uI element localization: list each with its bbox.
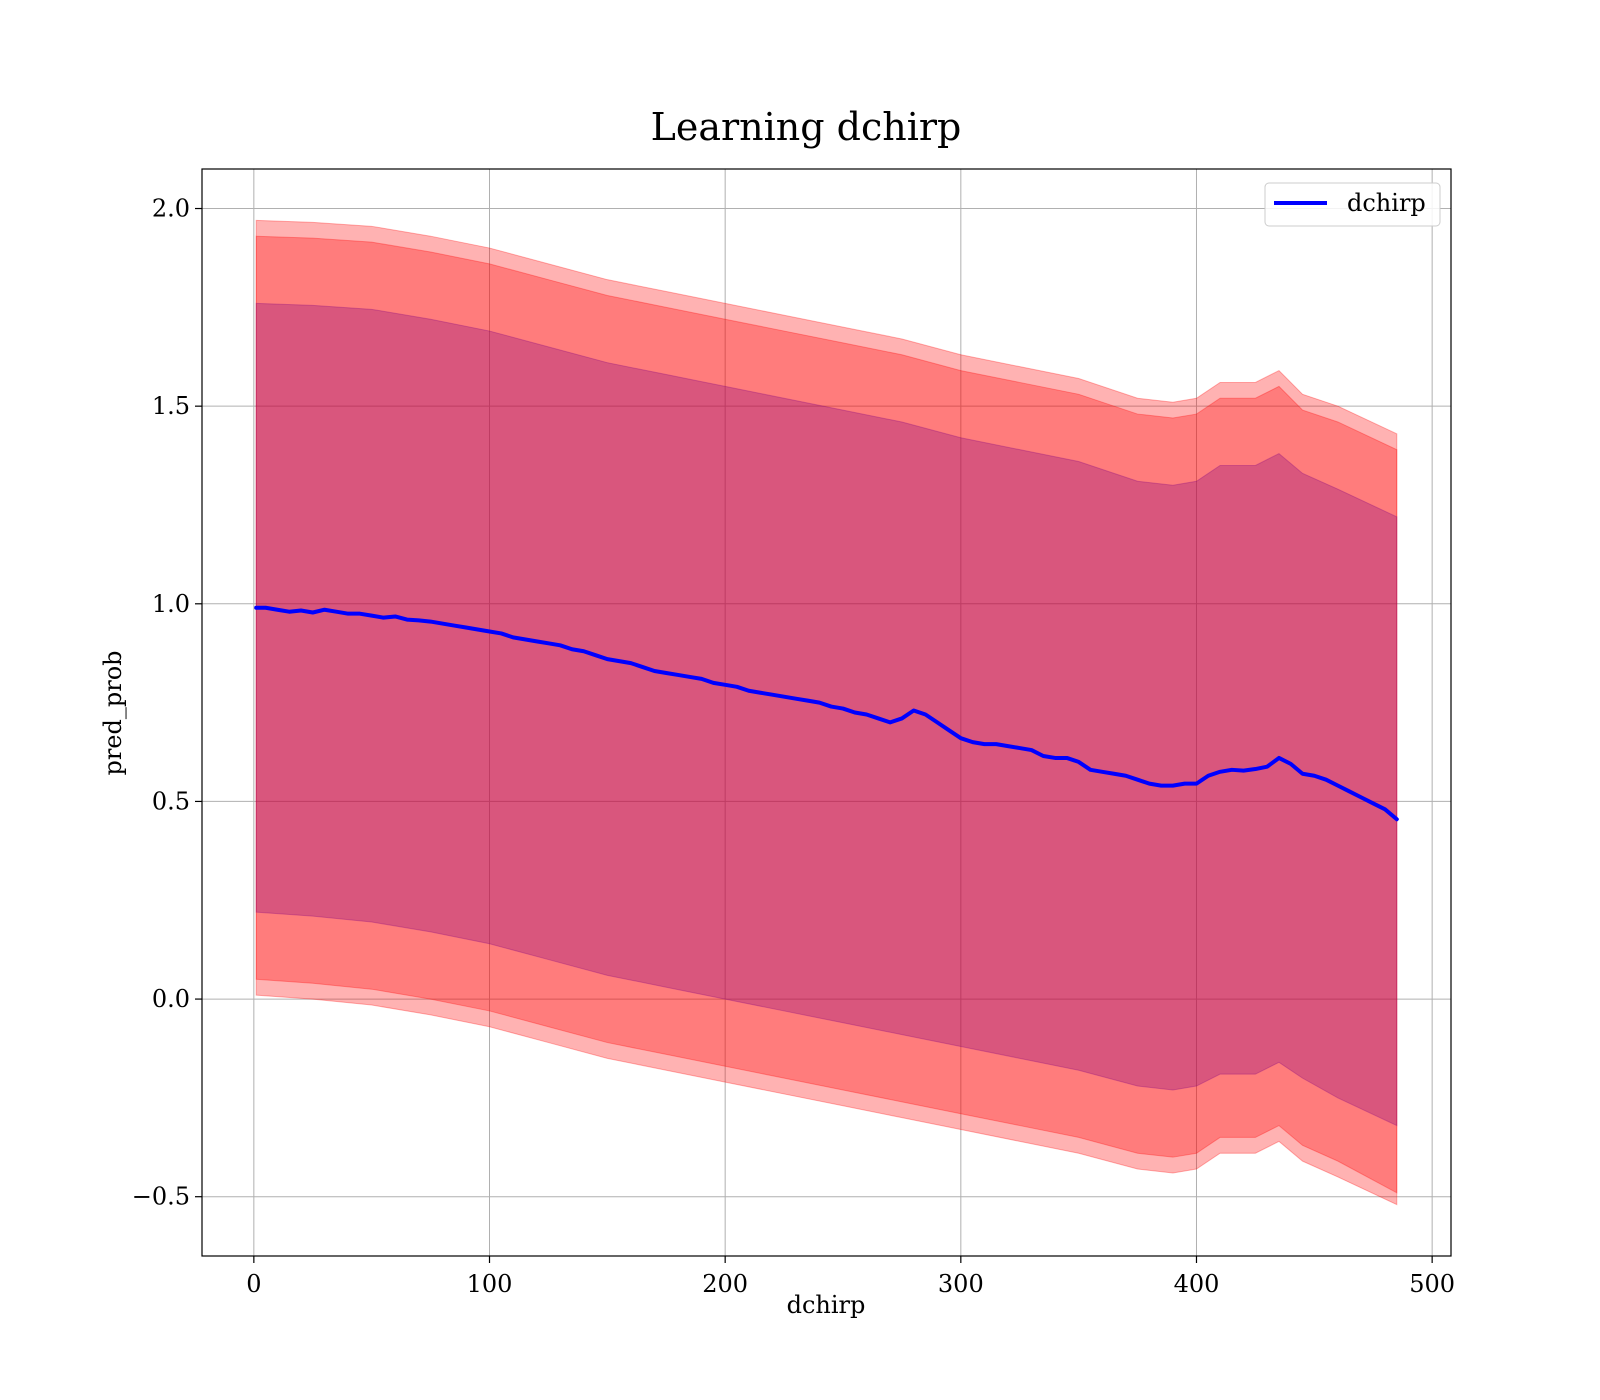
confidence-bands — [255, 219, 1398, 1206]
confidence-band-1 — [255, 219, 1398, 1206]
legend: dchirp — [1264, 182, 1441, 227]
x-tick-label: 200 — [702, 1270, 748, 1298]
x-tick-label: 400 — [1174, 1270, 1220, 1298]
plot-area-frame — [201, 168, 1452, 1257]
axis-ticks: 0 100 200 300 400 500 −0.5 0.0 0.5 1.0 1.5 2.0 — [132, 195, 1455, 1298]
legend-label: dchirp — [1347, 189, 1426, 217]
y-axis-label: pred_prob — [99, 650, 127, 775]
y-tick-label: 0.0 — [152, 985, 190, 1013]
x-tick-label: 500 — [1409, 1270, 1455, 1298]
x-tick-label: 0 — [246, 1270, 261, 1298]
grid — [202, 169, 1451, 1256]
confidence-band-3 — [255, 302, 1398, 1127]
y-tick-label: 1.5 — [152, 392, 190, 420]
y-tick-label: −0.5 — [132, 1183, 190, 1211]
y-tick-label: 2.0 — [152, 195, 190, 223]
confidence-band-2 — [255, 235, 1398, 1194]
x-tick-label: 100 — [467, 1270, 513, 1298]
x-axis-label: dchirp — [787, 1291, 866, 1319]
legend-box — [1264, 182, 1441, 227]
series-line-dchirp — [254, 605, 1399, 822]
y-tick-label: 0.5 — [152, 787, 190, 815]
series-lines — [254, 605, 1399, 822]
chart-title: Learning dchirp — [651, 105, 962, 149]
x-tick-label: 300 — [938, 1270, 984, 1298]
y-tick-label: 1.0 — [152, 590, 190, 618]
